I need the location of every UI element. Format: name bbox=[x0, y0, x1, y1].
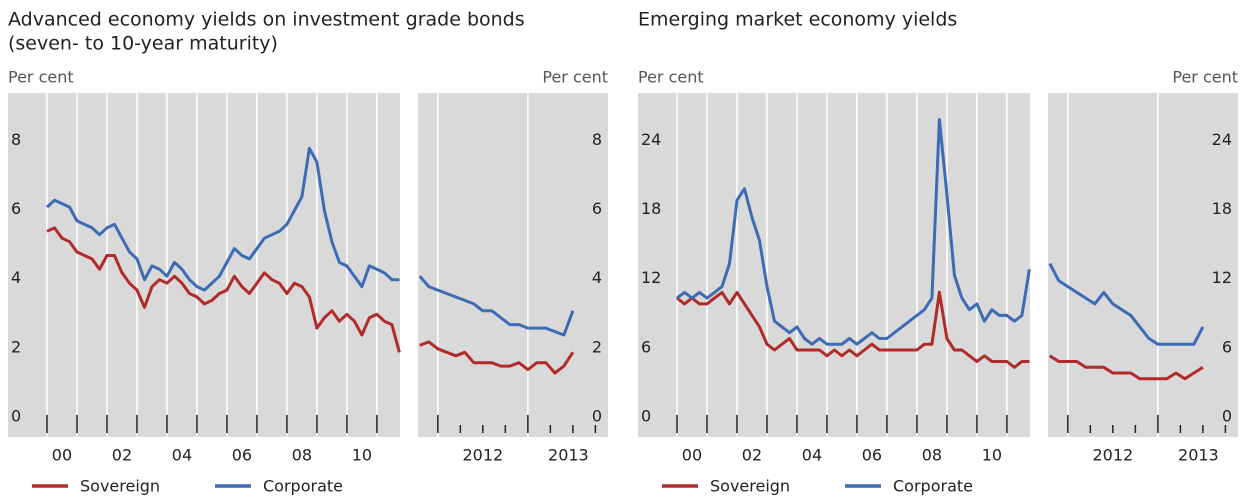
series-line bbox=[1048, 354, 1204, 381]
x-tick-label: 2012 bbox=[1092, 446, 1133, 465]
y-tick-label: 24 bbox=[641, 130, 661, 149]
y-axis-label: Per cent bbox=[638, 68, 704, 87]
x-tick-label: 06 bbox=[232, 446, 252, 465]
y-tick-label: 12 bbox=[641, 268, 661, 287]
y-tick-label: 6 bbox=[11, 199, 21, 218]
legend-label: Corporate bbox=[263, 477, 343, 496]
chart-title: (seven- to 10-year maturity) bbox=[8, 33, 278, 55]
series-line bbox=[45, 146, 400, 292]
y-tick-label: 18 bbox=[1212, 199, 1232, 218]
series-line bbox=[419, 340, 575, 375]
series-line bbox=[1048, 262, 1205, 346]
y-tick-label: 8 bbox=[592, 130, 602, 149]
y-tick-label: 4 bbox=[11, 268, 21, 287]
y-tick-label: 0 bbox=[641, 406, 651, 425]
y-tick-label: 6 bbox=[592, 199, 602, 218]
x-tick-label: 04 bbox=[802, 446, 822, 465]
y-tick-label: 8 bbox=[11, 130, 21, 149]
series-line bbox=[676, 118, 1031, 346]
x-tick-label: 00 bbox=[52, 446, 72, 465]
y-axis-label: Per cent bbox=[8, 68, 74, 87]
plot-area bbox=[1048, 93, 1238, 437]
y-tick-label: 2 bbox=[11, 337, 21, 356]
y-tick-label: 0 bbox=[592, 406, 602, 425]
chart-title: Advanced economy yields on investment gr… bbox=[8, 9, 525, 31]
legend-label: Sovereign bbox=[80, 477, 160, 496]
x-tick-label: 02 bbox=[112, 446, 132, 465]
x-tick-label: 2013 bbox=[1178, 446, 1219, 465]
x-tick-label: 2012 bbox=[462, 446, 503, 465]
x-tick-label: 2013 bbox=[548, 446, 589, 465]
x-tick-label: 10 bbox=[352, 446, 372, 465]
y-tick-label: 24 bbox=[1212, 130, 1232, 149]
x-tick-label: 08 bbox=[292, 446, 312, 465]
x-tick-label: 06 bbox=[862, 446, 882, 465]
x-tick-label: 00 bbox=[682, 446, 702, 465]
y-tick-label: 6 bbox=[641, 337, 651, 356]
chart-title: Emerging market economy yields bbox=[638, 9, 957, 31]
series-line bbox=[46, 226, 401, 353]
y-tick-label: 12 bbox=[1212, 268, 1232, 287]
x-tick-label: 10 bbox=[982, 446, 1002, 465]
y-tick-label: 2 bbox=[592, 337, 602, 356]
plot-area bbox=[418, 93, 608, 437]
x-tick-label: 02 bbox=[742, 446, 762, 465]
series-line bbox=[418, 275, 575, 337]
x-tick-label: 04 bbox=[172, 446, 192, 465]
series-line bbox=[676, 290, 1030, 369]
y-axis-label: Per cent bbox=[542, 68, 608, 87]
y-tick-label: 18 bbox=[641, 199, 661, 218]
y-tick-label: 6 bbox=[1222, 337, 1232, 356]
y-tick-label: 0 bbox=[11, 406, 21, 425]
y-axis-label: Per cent bbox=[1172, 68, 1238, 87]
plot-area bbox=[8, 93, 400, 437]
y-tick-label: 0 bbox=[1222, 406, 1232, 425]
y-tick-label: 4 bbox=[592, 268, 602, 287]
plot-area bbox=[638, 93, 1030, 437]
legend-label: Corporate bbox=[893, 477, 973, 496]
legend-label: Sovereign bbox=[710, 477, 790, 496]
x-tick-label: 08 bbox=[922, 446, 942, 465]
